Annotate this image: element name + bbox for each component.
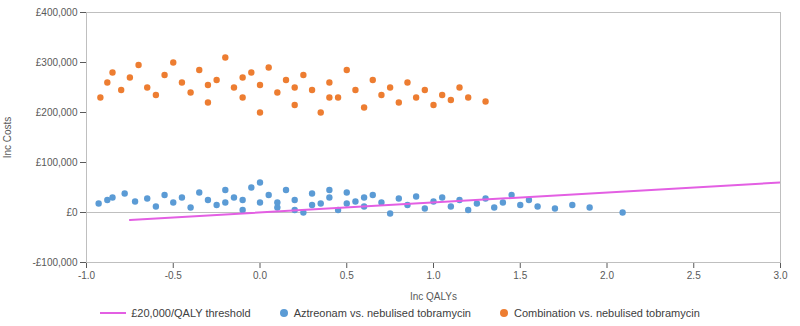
svg-text:£300,000: £300,000 xyxy=(36,57,78,68)
svg-text:£100,000: £100,000 xyxy=(36,157,78,168)
html-text:Aztreonam vs. nebulised tobram: Aztreonam vs. nebulised tobramycin xyxy=(293,307,471,319)
svg-text:3.0: 3.0 xyxy=(774,270,788,281)
html-text:Combination vs. nebulised tobr: Combination vs. nebulised tobramycin xyxy=(514,307,700,319)
svg-text:Inc QALYs: Inc QALYs xyxy=(410,291,457,302)
svg-text:£200,000: £200,000 xyxy=(36,107,78,118)
html-text:£20,000/QALY threshold: £20,000/QALY threshold xyxy=(131,307,251,319)
svg-text:1.5: 1.5 xyxy=(513,270,527,281)
svg-text:Inc Costs: Inc Costs xyxy=(2,117,13,159)
svg-text:2.0: 2.0 xyxy=(600,270,614,281)
svg-text:0.5: 0.5 xyxy=(340,270,354,281)
svg-text:-£100,000: -£100,000 xyxy=(32,257,77,268)
svg-text:-0.5: -0.5 xyxy=(165,270,183,281)
svg-text:2.5: 2.5 xyxy=(687,270,701,281)
svg-text:£400,000: £400,000 xyxy=(36,7,78,18)
svg-text:-1.0: -1.0 xyxy=(78,270,96,281)
svg-text:£0: £0 xyxy=(66,207,78,218)
svg-text:1.0: 1.0 xyxy=(427,270,441,281)
svg-text:0.0: 0.0 xyxy=(253,270,267,281)
